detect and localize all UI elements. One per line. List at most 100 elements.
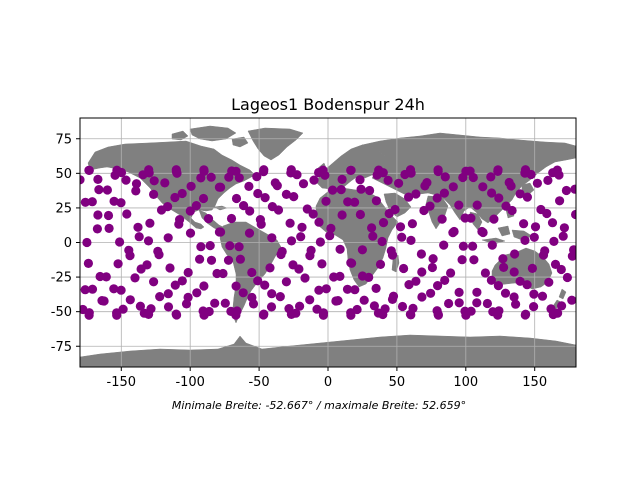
ground-track-point [493,165,503,175]
ground-track-point [377,236,387,247]
ground-track-point [144,309,154,319]
ground-track-point [285,218,295,228]
ground-track-point [131,186,141,196]
ground-track-point [134,232,144,242]
ground-track-point [371,283,381,293]
ground-track-point [420,181,430,191]
ground-track-point [281,277,291,287]
x-tick-label: 0 [324,375,332,390]
ground-track-point [97,296,107,306]
ground-track-point [530,222,541,232]
y-tick-labels: 75 50 25 0 -25 -50 -75 [51,133,72,356]
ground-track-point [472,200,482,210]
ground-track-point [427,262,437,273]
ground-track-point [504,177,514,188]
ground-track-point [355,209,365,220]
ground-track-point [432,193,442,203]
ground-track-point [487,188,497,198]
plot-area [79,117,577,368]
ground-track-point [486,275,496,285]
ground-track-point [404,280,414,290]
ground-track-point [428,254,438,264]
ground-track-point [378,168,388,178]
ground-track-point [478,182,488,192]
ground-track-point [163,302,174,312]
ground-track-point [426,288,436,298]
ground-track-point [224,172,234,182]
ground-track-point [244,228,255,238]
ground-track-point [500,288,511,298]
ground-track-point [321,196,331,206]
x-tick-label: -50 [248,375,269,390]
ground-track-point [544,277,554,287]
ground-track-point [335,244,345,254]
ground-track-point [163,233,173,243]
ground-track-point [557,301,567,311]
ground-track-point [260,280,270,290]
ground-track-point [335,271,345,281]
ground-track-point [109,284,119,294]
ground-track-point [359,295,369,305]
ground-track-point [309,175,319,185]
ground-track-point [231,166,241,176]
ground-track-point [352,304,362,315]
ground-track-point [527,263,538,273]
ground-track-point [185,206,195,216]
ground-track-point [116,198,126,208]
ground-track-point [275,292,285,302]
ground-track-point [259,165,269,175]
ground-track-point [540,246,550,256]
ground-track-point [160,178,170,188]
ground-track-point [515,276,525,286]
ground-track-point [172,310,182,320]
ground-track-point [390,204,400,215]
ground-track-point [284,304,294,314]
ground-track-point [109,196,119,206]
ground-track-point [480,268,490,278]
ground-track-point [192,288,202,298]
ground-track-point [356,184,366,194]
ground-track-point [143,236,154,246]
ground-track-point [317,259,327,269]
ground-track-point [144,165,154,175]
ground-track-point [84,310,94,320]
ground-track-point [260,193,270,203]
y-tick-label: -75 [51,340,72,355]
ground-track-point [388,291,399,301]
ground-track-point [350,285,360,295]
ground-track-point [183,267,193,278]
ground-track-point [472,298,482,308]
ground-track-point [337,174,347,184]
ground-track-point [466,306,476,316]
ground-track-point [407,219,417,229]
x-tick-label: -100 [175,375,205,390]
ground-track-point [206,255,217,265]
ground-track-point [489,214,499,224]
ground-track-point [444,298,454,309]
ground-track-point [136,264,146,274]
ground-track-point [80,197,90,207]
ground-track-point [253,188,263,199]
ground-track-point [509,292,519,302]
ground-track-point [225,241,235,251]
ground-track-point [367,223,377,233]
ground-track-point [196,242,206,252]
ground-track-point [457,255,467,265]
ground-track-point [369,301,379,311]
ground-track-point [149,277,159,287]
ground-track-point [104,223,114,233]
ground-track-point [133,222,143,232]
ground-track-point [298,179,309,189]
ground-track-point [244,181,254,191]
ground-track-point [493,281,503,291]
y-tick-label: 25 [55,202,72,217]
ground-track-point [125,251,135,261]
ground-track-point [405,165,416,175]
ground-track-point [259,309,269,319]
ground-track-point [515,189,525,199]
ground-track-point [487,240,497,250]
ground-track-point [277,246,287,257]
ground-track-point [394,178,404,188]
ground-track-point [266,302,277,312]
ground-track-point [509,267,519,277]
